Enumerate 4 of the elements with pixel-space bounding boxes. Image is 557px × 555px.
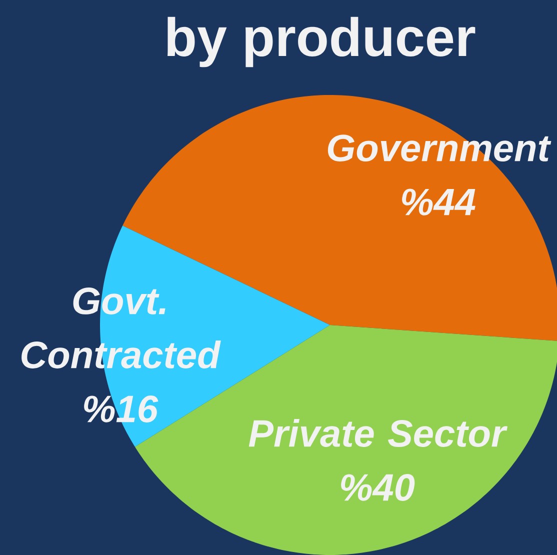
data-label: %44 xyxy=(402,188,476,216)
data-label: %40 xyxy=(341,474,415,501)
slice-label: Private Sector xyxy=(248,419,508,447)
chart-title: by producer xyxy=(168,16,476,68)
